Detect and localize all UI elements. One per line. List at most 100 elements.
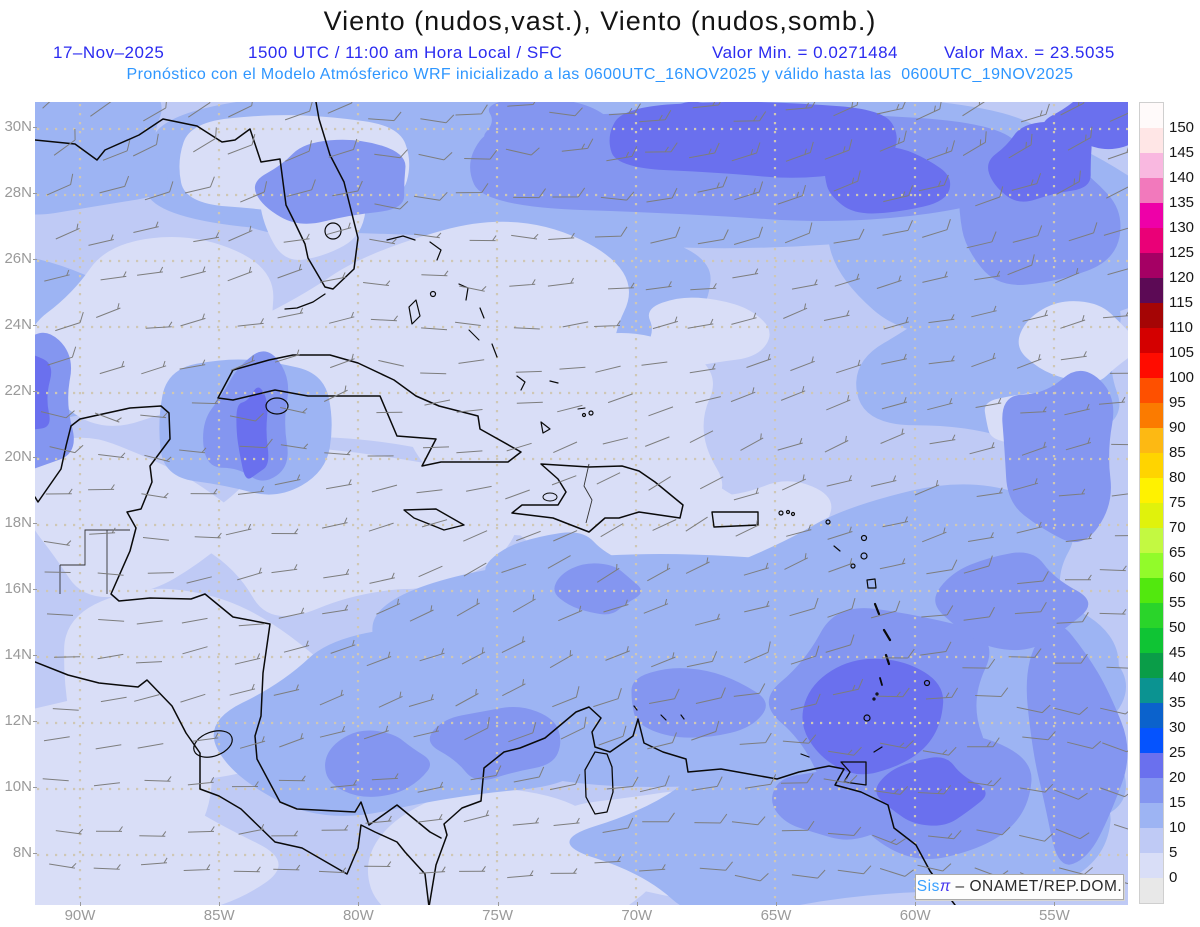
model-run-label: Pronóstico con el Modelo Atmósferico WRF…: [126, 66, 1074, 83]
lon-tick-label: 65W: [760, 907, 792, 924]
colorbar-tick-label: 140: [1169, 169, 1195, 186]
colorbar-tick-label: 95: [1169, 394, 1186, 411]
colorbar-swatch: [1140, 328, 1163, 353]
lon-tick-label: 90W: [64, 907, 96, 924]
colorbar-tick-label: 65: [1169, 544, 1186, 561]
colorbar-tick-label: 45: [1169, 644, 1186, 661]
lat-tick-label: 20N: [4, 448, 32, 465]
colorbar-swatch: [1140, 378, 1163, 403]
colorbar-tick-label: 5: [1169, 844, 1178, 861]
lat-tick-label: 18N: [4, 514, 32, 531]
wind-map-canvas: [35, 102, 1128, 905]
colorbar-tick-label: 15: [1169, 794, 1186, 811]
lat-tick: [33, 457, 37, 458]
run-time-label: 1500 UTC / 11:00 am Hora Local / SFC: [248, 43, 563, 62]
colorbar-swatch: [1140, 103, 1163, 128]
lon-tick: [219, 902, 221, 906]
colorbar-swatch: [1140, 828, 1163, 853]
colorbar-tick-label: 30: [1169, 719, 1186, 736]
colorbar-swatch: [1140, 403, 1163, 428]
colorbar-swatch: [1140, 353, 1163, 378]
colorbar-swatch: [1140, 503, 1163, 528]
colorbar-tick-label: 135: [1169, 194, 1195, 211]
colorbar-swatch: [1140, 428, 1163, 453]
lat-tick: [33, 259, 37, 260]
colorbar-swatch: [1140, 278, 1163, 303]
lon-tick-label: 70W: [621, 907, 653, 924]
max-value-label: Valor Max. = 23.5035: [944, 43, 1115, 62]
lat-tick-label: 22N: [4, 382, 32, 399]
lon-tick: [358, 902, 360, 906]
colorbar-swatch: [1140, 653, 1163, 678]
colorbar-swatch: [1140, 878, 1163, 903]
lon-tick: [915, 902, 917, 906]
lat-tick-label: 16N: [4, 580, 32, 597]
lat-tick: [33, 127, 37, 128]
colorbar-tick-label: 35: [1169, 694, 1186, 711]
watermark-text: – ONAMET/REP.DOM.: [950, 878, 1123, 895]
min-value-label: Valor Min. = 0.0271484: [712, 43, 898, 62]
colorbar-swatch: [1140, 178, 1163, 203]
lat-tick: [33, 787, 37, 788]
colorbar-tick-label: 50: [1169, 619, 1186, 636]
colorbar-swatch: [1140, 303, 1163, 328]
colorbar-tick-label: 70: [1169, 519, 1186, 536]
colorbar-swatch: [1140, 778, 1163, 803]
colorbar-tick-label: 100: [1169, 369, 1195, 386]
colorbar-tick-label: 40: [1169, 669, 1186, 686]
colorbar-tick-label: 90: [1169, 419, 1186, 436]
colorbar-tick-label: 115: [1169, 294, 1193, 311]
colorbar-swatch: [1140, 253, 1163, 278]
colorbar-swatch: [1140, 203, 1163, 228]
colorbar-swatch: [1140, 703, 1163, 728]
colorbar-swatch: [1140, 553, 1163, 578]
lon-tick: [776, 902, 777, 906]
colorbar-swatch: [1140, 128, 1163, 153]
page-title: Viento (nudos,vast.), Viento (nudos,somb…: [323, 6, 877, 36]
lat-tick: [33, 193, 37, 194]
lon-tick-label: 60W: [899, 907, 931, 924]
colorbar-tick-label: 125: [1169, 244, 1195, 261]
colorbar-tick-label: 0: [1169, 869, 1178, 886]
colorbar-swatch: [1140, 803, 1163, 828]
colorbar-swatch: [1140, 453, 1163, 478]
colorbar-tick-label: 130: [1169, 219, 1195, 236]
colorbar-tick-label: 75: [1169, 494, 1186, 511]
colorbar-tick-label: 60: [1169, 569, 1186, 586]
lat-tick: [33, 325, 37, 326]
lon-tick-label: 80W: [342, 907, 374, 924]
lon-tick: [1054, 902, 1056, 906]
colorbar-tick-label: 10: [1169, 819, 1186, 836]
colorbar-swatch: [1140, 603, 1163, 628]
colorbar-tick-label: 85: [1169, 444, 1186, 461]
lat-tick: [33, 523, 37, 524]
lon-tick-label: 85W: [203, 907, 235, 924]
colorbar-swatch: [1140, 853, 1163, 878]
colorbar-tick-label: 145: [1169, 144, 1195, 161]
lat-tick-label: 30N: [4, 118, 32, 135]
wind-speed-colorbar: [1139, 102, 1164, 904]
lat-tick: [33, 721, 37, 722]
lon-tick: [636, 902, 638, 906]
watermark: Sisπ – ONAMET/REP.DOM.: [915, 874, 1124, 900]
colorbar-tick-label: 80: [1169, 469, 1186, 486]
lon-tick: [497, 902, 499, 906]
pi-icon: π: [939, 878, 951, 895]
colorbar-swatch: [1140, 678, 1163, 703]
watermark-sis-label: Sis: [916, 878, 940, 895]
lat-tick-label: 14N: [4, 646, 32, 663]
colorbar-swatch: [1140, 528, 1163, 553]
colorbar-swatch: [1140, 753, 1163, 778]
colorbar-tick-label: 20: [1169, 769, 1186, 786]
lat-tick-label: 28N: [4, 184, 32, 201]
colorbar-tick-label: 105: [1169, 344, 1195, 361]
lat-tick-label: 12N: [4, 712, 32, 729]
colorbar-swatch: [1140, 728, 1163, 753]
lat-tick: [33, 655, 37, 656]
colorbar-tick-label: 25: [1169, 744, 1186, 761]
colorbar-tick-label: 110: [1169, 319, 1193, 336]
lat-tick: [33, 853, 37, 854]
date-label: 17–Nov–2025: [53, 43, 165, 62]
lat-tick-label: 10N: [4, 778, 32, 795]
